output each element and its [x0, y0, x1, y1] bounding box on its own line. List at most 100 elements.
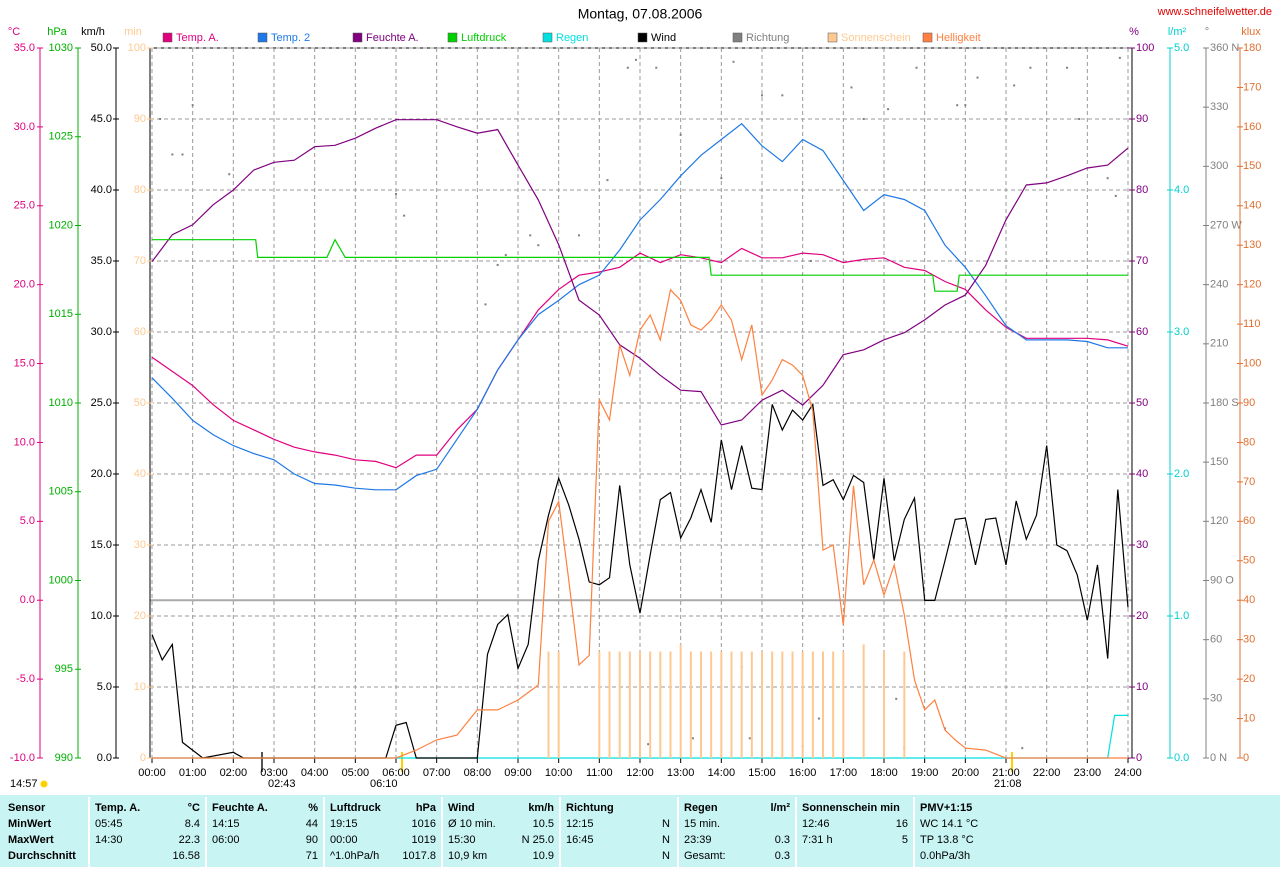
- table-cell: 0.3: [775, 834, 790, 846]
- dot: [403, 214, 406, 217]
- bar: [608, 651, 611, 758]
- x-tick-label: 11:00: [586, 767, 613, 779]
- y-tick-label: 0: [1243, 752, 1249, 764]
- bar: [639, 651, 641, 758]
- y-tick-label: 35.0: [14, 42, 35, 54]
- series-line: [151, 247, 1129, 469]
- y-tick-label: 150: [1210, 456, 1228, 468]
- bar: [689, 651, 692, 758]
- table-cell: Feuchte A.: [212, 802, 268, 814]
- dot: [1118, 56, 1121, 59]
- y-tick-label: 30.0: [14, 121, 35, 133]
- sun-icon: [40, 780, 48, 788]
- y-tick-label: 50: [134, 397, 146, 409]
- y-tick-label: 70: [134, 255, 146, 267]
- table-cell: 90: [306, 834, 318, 846]
- bar: [740, 651, 743, 758]
- bar: [771, 651, 774, 758]
- table-cell: PMV+1:15: [920, 802, 972, 814]
- x-tick-label: 01:00: [179, 767, 207, 779]
- table-cell: Sensor: [8, 802, 46, 814]
- axis-title: °: [1205, 26, 1209, 38]
- legend-swatch: [447, 32, 458, 43]
- table-cell: %: [308, 802, 318, 814]
- table-cell: 15 min.: [684, 818, 720, 830]
- series-line: [152, 288, 1128, 759]
- table-cell: Sonnenschein min: [802, 802, 900, 814]
- dot: [720, 177, 723, 180]
- table-cell: 0.3: [775, 850, 790, 862]
- x-tick-label: 17:00: [830, 767, 858, 779]
- legend-swatch: [637, 32, 648, 43]
- x-tick-label: 19:00: [911, 767, 939, 779]
- dot: [159, 118, 162, 120]
- y-tick-label: 150: [1243, 160, 1261, 172]
- dot: [1029, 66, 1032, 69]
- series-line: [152, 238, 1128, 292]
- table-cell: hPa: [416, 802, 437, 814]
- table-cell: 5: [902, 834, 908, 846]
- y-tick-label: 1.0: [1174, 610, 1189, 622]
- y-tick-label: 0: [140, 752, 146, 764]
- dot: [1078, 118, 1081, 120]
- legend-swatch: [162, 32, 173, 43]
- y-tick-label: 60: [1136, 326, 1148, 338]
- y-tick-label: 50: [1136, 397, 1148, 409]
- y-tick-label: 20.0: [91, 468, 112, 480]
- y-tick-label: 80: [134, 184, 146, 196]
- table-cell: 10.5: [533, 818, 554, 830]
- x-tick-label: 07:00: [423, 767, 451, 779]
- x-tick-label: 22:00: [1033, 767, 1061, 779]
- y-tick-label: 40: [1136, 468, 1148, 480]
- annotation: 06:10: [370, 778, 398, 790]
- x-tick-label: 14:00: [708, 767, 736, 779]
- series-line: [151, 119, 1129, 426]
- y-tick-label: 995: [55, 663, 73, 675]
- x-tick-label: 06:00: [382, 767, 410, 779]
- y-tick-label: 1000: [49, 574, 73, 586]
- dot: [1021, 747, 1024, 750]
- legend-label: Feuchte A.: [366, 32, 419, 44]
- table-cell: 10,9 km: [448, 850, 487, 862]
- table-cell: Ø 10 min.: [448, 818, 496, 830]
- bar: [720, 651, 723, 758]
- bar: [791, 651, 794, 758]
- x-tick-label: 04:00: [301, 767, 329, 779]
- bar: [832, 651, 835, 758]
- table-cell: 15:30: [448, 834, 476, 846]
- legend-swatch: [732, 32, 743, 43]
- table-cell: °C: [188, 802, 200, 814]
- y-tick-label: 5.0: [20, 515, 35, 527]
- legend-label: Luftdruck: [461, 32, 507, 44]
- table-cell: 8.4: [185, 818, 200, 830]
- table-cell: 1017.8: [402, 850, 436, 862]
- dot: [1106, 177, 1109, 180]
- y-tick-label: 10: [1136, 681, 1148, 693]
- bar: [862, 644, 865, 758]
- table-cell: Wind: [448, 802, 475, 814]
- table-cell: 16:45: [566, 834, 594, 846]
- table-cell: 71: [306, 850, 318, 862]
- bar: [750, 651, 753, 758]
- table-cell: 1016: [412, 818, 436, 830]
- dot: [504, 254, 507, 257]
- x-tick-label: 15:00: [748, 767, 776, 779]
- y-tick-label: 1010: [49, 397, 73, 409]
- chart-title: Montag, 07.08.2006: [578, 6, 703, 22]
- y-tick-label: 100: [128, 42, 146, 54]
- y-tick-label: 20: [1243, 673, 1255, 685]
- table-cell: 05:45: [95, 818, 123, 830]
- table-cell: 22.3: [179, 834, 200, 846]
- bar: [669, 651, 672, 758]
- series-line: [151, 402, 1129, 759]
- y-tick-label: 1015: [49, 308, 73, 320]
- bar: [598, 651, 601, 758]
- y-tick-label: 20: [1136, 610, 1148, 622]
- x-tick-label: 05:00: [342, 767, 370, 779]
- dot: [395, 192, 397, 195]
- y-tick-label: 50.0: [91, 42, 112, 54]
- x-tick-label: 24:00: [1114, 767, 1142, 779]
- y-tick-label: 35.0: [91, 255, 112, 267]
- table-cell: N: [662, 834, 670, 846]
- dot: [887, 108, 890, 111]
